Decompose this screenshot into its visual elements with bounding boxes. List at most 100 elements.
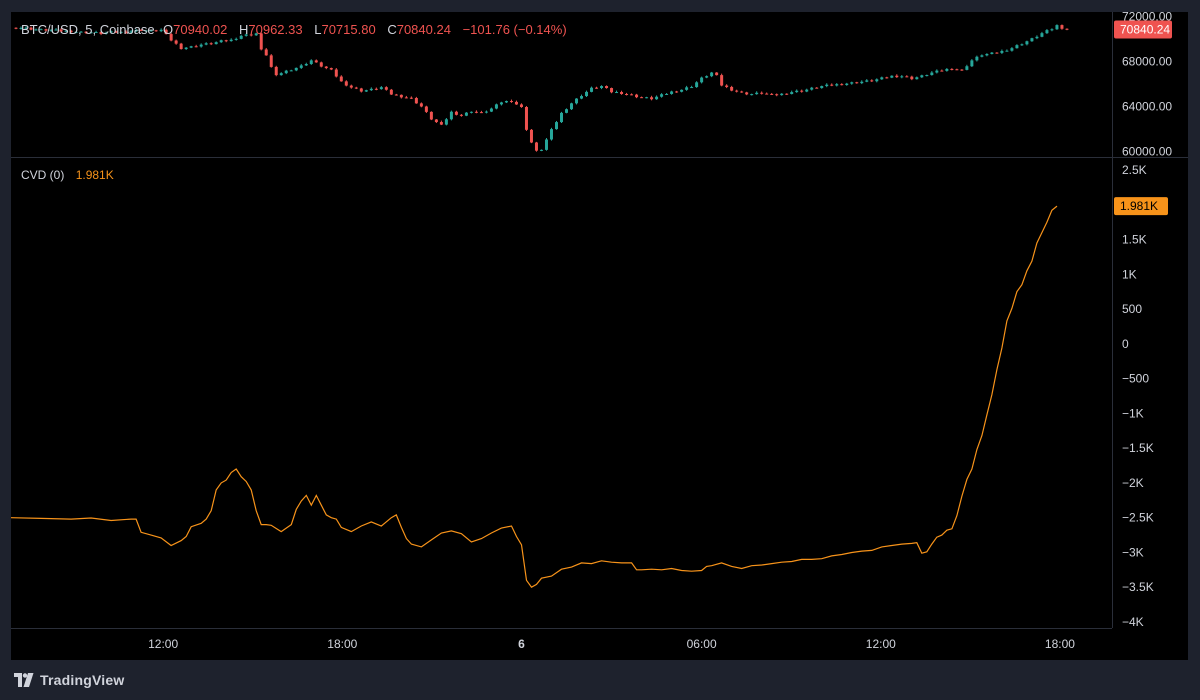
candle[interactable] bbox=[1000, 49, 1004, 55]
candle[interactable] bbox=[244, 33, 248, 37]
candle[interactable] bbox=[650, 95, 654, 101]
candle[interactable] bbox=[129, 30, 133, 34]
candle[interactable] bbox=[775, 93, 779, 97]
candle[interactable] bbox=[1010, 47, 1014, 52]
candle[interactable] bbox=[214, 41, 218, 45]
candle[interactable] bbox=[324, 65, 328, 70]
candle[interactable] bbox=[1005, 49, 1009, 52]
candle[interactable] bbox=[499, 101, 503, 106]
candle[interactable] bbox=[910, 75, 914, 81]
candle[interactable] bbox=[64, 29, 68, 32]
candle[interactable] bbox=[935, 69, 939, 74]
candle[interactable] bbox=[339, 75, 343, 82]
cvd-pane[interactable]: 2.5K 1.5K 1K 500 0 −500 −1K −1.5K −2K −2.5K −3K −3.… bbox=[11, 163, 1168, 629]
candle[interactable] bbox=[359, 87, 363, 93]
candle[interactable] bbox=[730, 85, 734, 92]
candle[interactable] bbox=[860, 80, 864, 85]
candle[interactable] bbox=[585, 90, 589, 98]
candle[interactable] bbox=[920, 74, 924, 79]
candle[interactable] bbox=[1030, 37, 1034, 42]
candle[interactable] bbox=[149, 29, 153, 32]
candle[interactable] bbox=[229, 38, 233, 42]
candle[interactable] bbox=[269, 54, 273, 68]
candle[interactable] bbox=[1045, 28, 1049, 34]
candle[interactable] bbox=[39, 28, 43, 31]
candle[interactable] bbox=[34, 28, 38, 31]
candle[interactable] bbox=[399, 94, 403, 99]
candle[interactable] bbox=[790, 90, 794, 95]
candle[interactable] bbox=[660, 93, 664, 98]
candle[interactable] bbox=[845, 82, 849, 86]
candle[interactable] bbox=[164, 28, 168, 35]
candle[interactable] bbox=[29, 26, 33, 31]
candle[interactable] bbox=[1065, 28, 1069, 31]
candle[interactable] bbox=[805, 88, 809, 93]
candle[interactable] bbox=[89, 30, 93, 34]
candle[interactable] bbox=[850, 81, 854, 85]
candle[interactable] bbox=[960, 69, 964, 71]
candle[interactable] bbox=[635, 93, 639, 99]
candle[interactable] bbox=[99, 30, 103, 36]
candle[interactable] bbox=[1035, 35, 1039, 40]
candle[interactable] bbox=[344, 80, 348, 87]
candle[interactable] bbox=[254, 32, 258, 36]
candle[interactable] bbox=[1015, 44, 1019, 49]
candle[interactable] bbox=[24, 26, 28, 30]
candle[interactable] bbox=[249, 33, 253, 37]
candle[interactable] bbox=[329, 67, 333, 71]
candle[interactable] bbox=[179, 42, 183, 50]
candle[interactable] bbox=[79, 31, 83, 33]
candle[interactable] bbox=[514, 100, 518, 105]
candle[interactable] bbox=[279, 72, 283, 76]
candle[interactable] bbox=[234, 37, 238, 41]
candle[interactable] bbox=[84, 31, 88, 35]
candle[interactable] bbox=[159, 28, 163, 33]
candle[interactable] bbox=[1020, 43, 1024, 46]
candle[interactable] bbox=[474, 110, 478, 114]
candle[interactable] bbox=[134, 28, 138, 33]
candle[interactable] bbox=[74, 31, 78, 34]
candle[interactable] bbox=[199, 43, 203, 48]
candle[interactable] bbox=[605, 85, 609, 89]
candle[interactable] bbox=[404, 95, 408, 99]
candle[interactable] bbox=[685, 85, 689, 91]
candle[interactable] bbox=[369, 87, 373, 91]
candle[interactable] bbox=[905, 75, 909, 78]
candle[interactable] bbox=[109, 30, 113, 34]
candle[interactable] bbox=[334, 68, 338, 78]
candle[interactable] bbox=[454, 110, 458, 116]
candle[interactable] bbox=[720, 73, 724, 87]
candle[interactable] bbox=[575, 98, 579, 105]
candle[interactable] bbox=[700, 76, 704, 84]
candle[interactable] bbox=[289, 69, 293, 72]
cvd-last-value-tag[interactable] bbox=[1114, 197, 1168, 216]
candle[interactable] bbox=[615, 90, 619, 94]
candle[interactable] bbox=[940, 69, 944, 72]
candle[interactable] bbox=[194, 44, 198, 48]
candle[interactable] bbox=[815, 87, 819, 89]
cvd-line[interactable] bbox=[11, 205, 1058, 588]
candle[interactable] bbox=[620, 90, 624, 95]
last-price-tag[interactable] bbox=[1114, 20, 1172, 39]
price-pane[interactable]: 72000.00 68000.00 64000.00 60000.00 70840.24 bbox=[14, 12, 1173, 159]
candle[interactable] bbox=[770, 92, 774, 96]
candle[interactable] bbox=[534, 141, 538, 152]
candle[interactable] bbox=[434, 119, 438, 124]
candle[interactable] bbox=[154, 29, 158, 32]
candle[interactable] bbox=[439, 120, 443, 126]
candle[interactable] bbox=[54, 28, 58, 31]
candle[interactable] bbox=[955, 68, 959, 71]
candle[interactable] bbox=[554, 120, 558, 130]
candle[interactable] bbox=[810, 86, 814, 91]
candle[interactable] bbox=[264, 47, 268, 56]
candle[interactable] bbox=[184, 47, 188, 50]
candle[interactable] bbox=[119, 31, 123, 34]
candle[interactable] bbox=[695, 81, 699, 88]
candle[interactable] bbox=[394, 93, 398, 96]
candle[interactable] bbox=[625, 92, 629, 96]
candle[interactable] bbox=[314, 59, 318, 63]
candle[interactable] bbox=[219, 39, 223, 43]
candle[interactable] bbox=[595, 86, 599, 89]
candle[interactable] bbox=[304, 62, 308, 67]
candle[interactable] bbox=[1050, 28, 1054, 32]
